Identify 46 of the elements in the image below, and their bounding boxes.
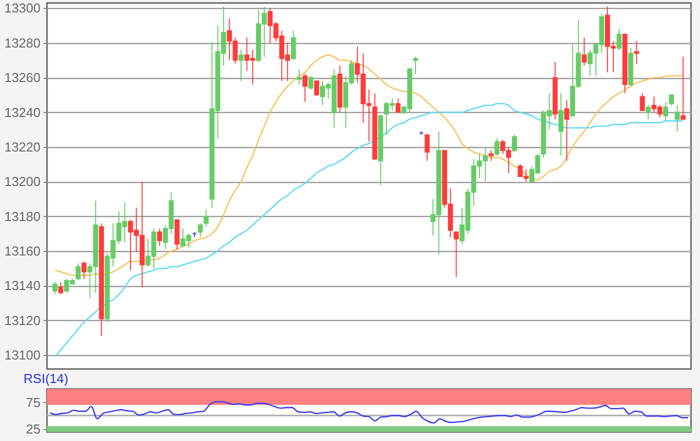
y-tick-label: 13280 (4, 35, 40, 50)
candlestick (290, 30, 296, 61)
candlestick (296, 68, 302, 86)
candlestick (424, 134, 430, 162)
y-tick-label: 13180 (4, 208, 40, 224)
y-tick-label: 13260 (4, 70, 40, 86)
candlestick (582, 37, 587, 66)
candlestick (396, 98, 401, 113)
candlestick (238, 49, 244, 82)
y-tick-label: 75 (26, 394, 40, 410)
candlestick (616, 28, 622, 50)
candlestick (640, 92, 645, 112)
candlestick (314, 80, 320, 96)
candlestick (52, 282, 58, 295)
candlestick (58, 282, 64, 295)
candlestick (488, 150, 494, 162)
candlestick (646, 104, 651, 120)
candlestick (634, 40, 640, 64)
candlestick (512, 134, 517, 153)
y-tick-label: 13120 (4, 312, 40, 328)
candlestick (680, 56, 686, 120)
y-tick-label: 13220 (4, 139, 40, 154)
candlestick (674, 104, 680, 132)
candlestick (558, 92, 564, 156)
candlestick (454, 231, 459, 278)
candlestick (494, 138, 500, 156)
y-tick-label: 13200 (4, 174, 40, 190)
y-tick-label: 13160 (4, 244, 40, 259)
candlestick (308, 75, 314, 90)
y-tick-label: 13140 (4, 278, 40, 294)
candlestick (413, 56, 418, 75)
candlestick (663, 101, 668, 122)
candlestick (198, 222, 203, 238)
candlestick (204, 208, 209, 228)
chart-title: RSI(14) (24, 371, 68, 386)
candlestick (302, 74, 308, 102)
y-tick-label: 13240 (4, 104, 40, 120)
candlestick (564, 100, 570, 162)
candlestick (76, 262, 81, 282)
y-tick-label: 13300 (4, 0, 40, 16)
candlestick (81, 260, 86, 280)
y-tick-label: 25 (26, 421, 40, 436)
y-tick-label: 13100 (4, 348, 40, 363)
candlestick (668, 94, 674, 106)
candlestick (157, 228, 162, 246)
line-series (49, 401, 689, 424)
